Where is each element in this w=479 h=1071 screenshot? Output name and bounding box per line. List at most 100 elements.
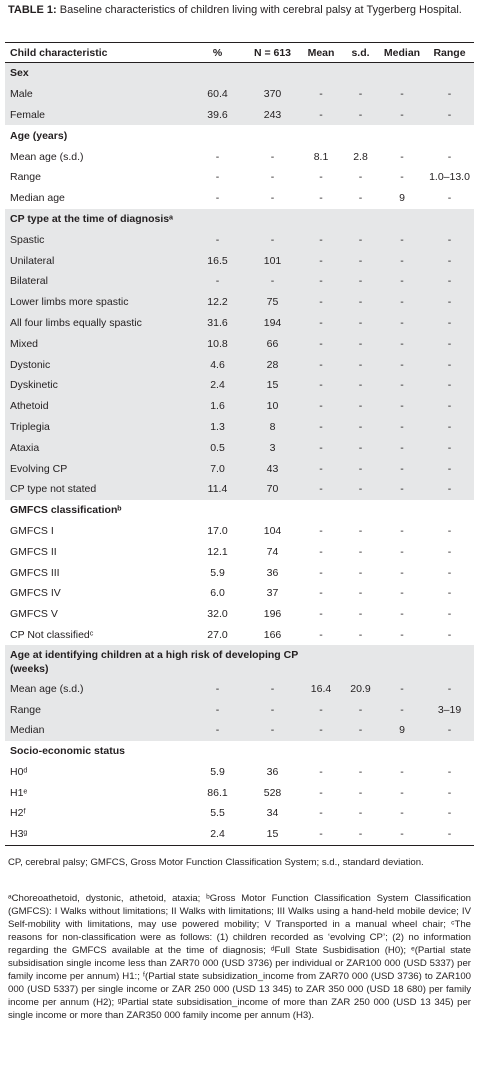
- row-label: Mixed: [10, 337, 39, 350]
- cell: -: [358, 275, 363, 288]
- cell: -: [319, 566, 323, 579]
- cell: -: [400, 254, 404, 267]
- cell: -: [447, 275, 452, 288]
- cell: 32.0: [207, 608, 228, 621]
- cell: 15: [245, 823, 300, 846]
- cell: -: [215, 233, 220, 246]
- cell: 1.6: [210, 400, 225, 413]
- cell: 36: [266, 566, 279, 579]
- cell: -: [447, 441, 452, 454]
- cell: -: [270, 150, 275, 163]
- table-header: Child characteristic% N = 613 Mean s.d. Medi…: [5, 42, 474, 63]
- empty-cell: [342, 500, 379, 521]
- data-row: Dystonic 4.6 28 - - - -: [5, 354, 474, 375]
- cell: 1.0–13.0: [429, 171, 470, 184]
- row-label: GMFCS III: [10, 566, 60, 579]
- cell: -: [358, 724, 363, 737]
- cell: -: [319, 587, 323, 600]
- cell: -: [447, 724, 452, 737]
- cell: -: [300, 823, 342, 846]
- column-header: Child characteristic: [10, 46, 108, 59]
- cell: -: [400, 566, 404, 579]
- data-row: Male 60.4 370 - - - -: [5, 83, 474, 105]
- data-row: Range - - - - - 1.0–13.0: [5, 167, 474, 188]
- empty-cell: [379, 63, 425, 84]
- cell: -: [447, 682, 452, 695]
- cell: -: [447, 316, 452, 329]
- row-label: Evolving CP: [10, 462, 68, 475]
- data-row: H1ᵉ 86.1 528 - - - -: [5, 782, 474, 803]
- cell: 12.2: [207, 296, 228, 309]
- cell: -: [447, 337, 452, 350]
- cell: -: [270, 275, 275, 288]
- empty-cell: [300, 63, 342, 84]
- cell: 60.4: [207, 88, 228, 101]
- row-label: CP Not classifiedᶜ: [10, 628, 94, 641]
- cell: -: [358, 192, 363, 205]
- cell: -: [319, 358, 323, 371]
- cell: -: [447, 765, 452, 778]
- cell: 0.5: [210, 441, 225, 454]
- cell: -: [400, 275, 404, 288]
- cell: -: [358, 358, 363, 371]
- cell: -: [319, 608, 323, 621]
- cell: -: [447, 233, 452, 246]
- cell: 11.4: [207, 483, 228, 496]
- data-row: Evolving CP 7.0 43 - - - -: [5, 458, 474, 479]
- cell: 6.0: [210, 587, 225, 600]
- cell: -: [358, 545, 363, 558]
- cell: -: [270, 703, 275, 716]
- cell: -: [358, 108, 363, 121]
- cell: -: [319, 171, 323, 184]
- cell: 9: [399, 192, 405, 205]
- cell: 5.5: [210, 807, 225, 820]
- row-label: GMFCS II: [10, 545, 57, 558]
- caption-label: TABLE 1:: [8, 4, 57, 16]
- cell: 7.0: [210, 462, 225, 475]
- cell: 4.6: [210, 358, 225, 371]
- cell: -: [447, 483, 452, 496]
- table: Child characteristic% N = 613 Mean s.d. Medi…: [5, 42, 474, 846]
- row-label: H3ᵍ: [5, 823, 190, 846]
- cell: 34: [266, 807, 279, 820]
- cell: 74: [266, 545, 279, 558]
- table-caption: TABLE 1: Baseline characteristics of chi…: [8, 4, 474, 17]
- cell: 2.4: [190, 823, 245, 846]
- cell: 3–19: [437, 703, 462, 716]
- data-row: Spastic - - - - - -: [5, 229, 474, 251]
- row-label: Female: [10, 108, 46, 121]
- data-row: Median age - - - - 9 -: [5, 188, 474, 209]
- row-label: Median: [10, 724, 45, 737]
- data-row: Median - - - - 9 -: [5, 719, 474, 741]
- data-row: CP type not stated 11.4 70 - - - -: [5, 478, 474, 500]
- cell: -: [358, 88, 363, 101]
- data-row: CP Not classifiedᶜ 27.0 166 - - - -: [5, 625, 474, 646]
- cell: -: [270, 724, 275, 737]
- row-label: Unilateral: [10, 254, 55, 267]
- footnote: CP, cerebral palsy; GMFCS, Gross Motor F…: [8, 857, 424, 868]
- cell: -: [447, 108, 452, 121]
- cell: 1.3: [210, 420, 225, 433]
- section-title: CP type at the time of diagnosisᵃ: [10, 212, 174, 225]
- data-row: H2ᶠ 5.5 34 - - - -: [5, 803, 474, 824]
- data-row: GMFCS II 12.1 74 - - - -: [5, 541, 474, 562]
- section-row: Age at identifying children at a high ri…: [5, 645, 474, 679]
- cell: -: [319, 108, 323, 121]
- cell: -: [400, 524, 404, 537]
- cell: -: [319, 254, 323, 267]
- cell: 10.8: [207, 337, 228, 350]
- cell: -: [447, 296, 452, 309]
- cell: -: [400, 337, 404, 350]
- cell: -: [358, 807, 363, 820]
- section-title: Sex: [10, 67, 29, 80]
- cell: -: [400, 316, 404, 329]
- cell: -: [270, 171, 275, 184]
- cell: -: [400, 150, 404, 163]
- cell: 9: [399, 724, 405, 737]
- row-label: GMFCS IV: [10, 587, 61, 600]
- data-row: Unilateral 16.5 101 - - - -: [5, 250, 474, 271]
- cell: 66: [266, 337, 279, 350]
- cell: -: [400, 608, 404, 621]
- row-label: GMFCS V: [10, 608, 58, 621]
- cell: -: [358, 765, 363, 778]
